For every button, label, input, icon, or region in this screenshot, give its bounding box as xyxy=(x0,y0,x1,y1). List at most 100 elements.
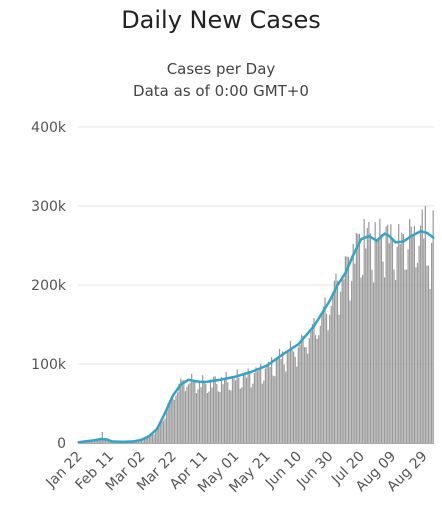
grid-lines xyxy=(78,126,434,365)
daily-bar xyxy=(394,279,397,443)
daily-bar xyxy=(360,277,362,443)
daily-bar xyxy=(426,265,428,443)
daily-bar xyxy=(365,248,367,443)
daily-bar xyxy=(366,228,368,443)
daily-bar xyxy=(93,440,96,443)
daily-bar xyxy=(299,344,301,443)
y-tick-label: 300k xyxy=(31,199,67,215)
daily-bar xyxy=(206,393,208,443)
daily-bar xyxy=(260,363,262,443)
daily-bar xyxy=(236,369,238,443)
daily-bar xyxy=(271,357,273,443)
daily-bar xyxy=(410,226,412,443)
daily-bar xyxy=(332,295,334,443)
daily-bar xyxy=(372,282,375,443)
daily-bar xyxy=(269,366,271,443)
daily-bar xyxy=(325,313,328,443)
daily-bar xyxy=(275,359,277,443)
daily-bar xyxy=(148,435,150,443)
daily-bar xyxy=(289,340,292,443)
daily-bar xyxy=(362,274,364,443)
daily-bar xyxy=(399,244,401,443)
daily-bar xyxy=(423,238,425,443)
daily-bar xyxy=(424,206,426,443)
daily-bar xyxy=(420,225,422,443)
daily-bar xyxy=(415,267,417,443)
daily-bar xyxy=(197,389,199,443)
daily-bar xyxy=(238,377,240,443)
daily-bar xyxy=(267,361,270,443)
moving-average xyxy=(77,230,435,444)
daily-bar xyxy=(244,372,246,443)
daily-bar xyxy=(374,222,376,443)
daily-bar xyxy=(351,281,353,443)
daily-bar xyxy=(283,364,285,443)
daily-bar xyxy=(347,256,350,443)
daily-bar xyxy=(175,395,177,443)
daily-bar xyxy=(213,376,215,443)
daily-bar xyxy=(192,380,194,443)
daily-bar xyxy=(363,219,365,443)
daily-bar xyxy=(147,436,149,443)
daily-bar xyxy=(92,440,94,443)
daily-bar xyxy=(169,400,171,443)
daily-bar xyxy=(285,371,287,443)
daily-bar xyxy=(205,383,207,443)
daily-bar xyxy=(344,256,346,443)
daily-bar xyxy=(321,313,323,443)
daily-bar xyxy=(167,403,169,443)
daily-bar xyxy=(377,238,379,443)
daily-bar xyxy=(250,387,252,443)
daily-bar xyxy=(261,383,263,443)
daily-bar xyxy=(202,375,204,443)
daily-bar xyxy=(293,351,295,443)
daily-bar xyxy=(106,440,108,443)
daily-bar xyxy=(405,269,408,443)
daily-bar xyxy=(305,347,307,443)
daily-bar xyxy=(200,387,202,443)
daily-bar xyxy=(165,412,168,443)
daily-bar xyxy=(247,368,249,443)
daily-bar xyxy=(230,390,232,443)
daily-bar xyxy=(172,396,174,443)
daily-bar xyxy=(224,379,226,443)
daily-bar xyxy=(107,440,110,443)
daily-bar xyxy=(322,306,325,443)
daily-bar xyxy=(101,431,103,443)
daily-bar xyxy=(153,434,155,443)
daily-bar xyxy=(341,275,343,443)
daily-bar xyxy=(222,384,224,443)
daily-bar xyxy=(338,314,340,443)
daily-bar xyxy=(294,356,296,443)
y-tick-label: 0 xyxy=(57,436,66,452)
daily-bar xyxy=(296,366,298,443)
daily-bar xyxy=(401,232,403,443)
daily-bar xyxy=(390,224,392,443)
daily-bar xyxy=(302,335,304,443)
daily-bar xyxy=(380,234,383,443)
daily-bar xyxy=(343,279,345,443)
daily-bar xyxy=(349,300,351,443)
daily-bar xyxy=(176,392,179,443)
daily-bar xyxy=(297,347,299,443)
daily-bar xyxy=(183,380,185,443)
daily-bar xyxy=(280,359,282,443)
daily-bar xyxy=(387,224,389,443)
daily-bar xyxy=(354,263,356,443)
daily-bars xyxy=(78,206,434,443)
daily-bar xyxy=(154,429,157,443)
daily-bar xyxy=(249,371,251,443)
daily-bar xyxy=(159,421,161,443)
daily-bar xyxy=(158,424,160,443)
daily-bar xyxy=(398,223,400,443)
daily-bar xyxy=(233,378,235,443)
daily-bar xyxy=(151,434,154,443)
daily-bar xyxy=(187,384,190,443)
daily-bar xyxy=(346,256,348,443)
daily-bar xyxy=(198,382,201,443)
daily-bar xyxy=(318,335,320,443)
daily-bar xyxy=(303,347,306,443)
daily-bar xyxy=(191,373,193,443)
